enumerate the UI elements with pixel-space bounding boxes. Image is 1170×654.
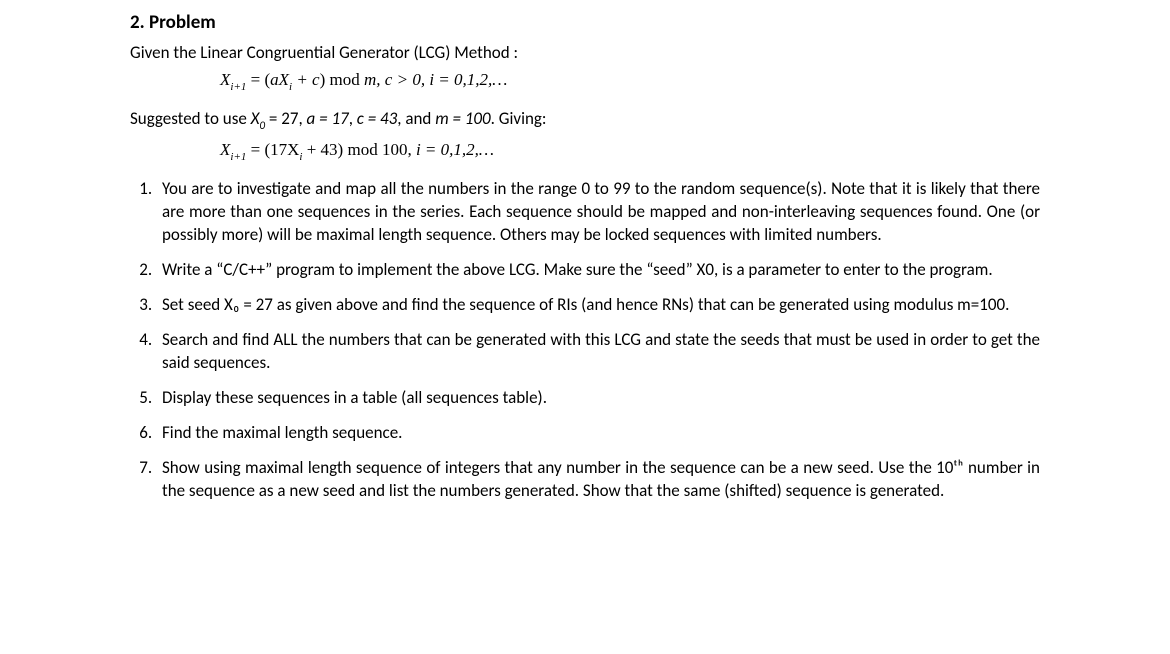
params-sep1: , <box>349 108 357 129</box>
formula-specific: Xi+1 = (17Xi + 43) mod 100, i = 0,1,2,… <box>220 139 1040 164</box>
params-suffix: . Giving: <box>491 108 547 129</box>
f2-lhs-var: X <box>220 140 230 159</box>
f1-cond: c > 0, i = 0,1,2,… <box>381 70 508 89</box>
document-page: 2. Problem Given the Linear Congruential… <box>0 0 1170 503</box>
f1-rhs-a: aX <box>270 70 289 89</box>
list-item: Find the maximal length sequence. <box>156 422 1040 445</box>
f1-lhs-var: X <box>220 70 230 89</box>
params-x0val: = 27, <box>265 108 306 129</box>
list-item: You are to investigate and map all the n… <box>156 178 1040 247</box>
params-prefix: Suggested to use <box>130 108 251 129</box>
list-item: Show using maximal length sequence of in… <box>156 457 1040 503</box>
params-a: a = 17 <box>307 108 349 129</box>
list-item: Display these sequences in a table (all … <box>156 387 1040 410</box>
list-item: Set seed X₀ = 27 as given above and find… <box>156 294 1040 317</box>
f1-rhs-a-sub: i <box>289 81 292 93</box>
f1-rhs-c: + c <box>292 70 320 89</box>
f1-eq: = ( <box>251 70 271 89</box>
f2-mod: mod <box>347 140 381 159</box>
f2-cond: i = 0,1,2,… <box>412 140 494 159</box>
question-list: You are to investigate and map all the n… <box>130 178 1040 502</box>
params-m: m = 100 <box>435 108 490 129</box>
list-item: Search and find ALL the numbers that can… <box>156 329 1040 375</box>
formula-general: Xi+1 = (aXi + c) mod m, c > 0, i = 0,1,2… <box>220 69 1040 94</box>
parameters-line: Suggested to use X0 = 27, a = 17, c = 43… <box>130 108 1040 133</box>
section-heading: 2. Problem <box>130 10 1040 36</box>
f2-lhs-sub: i+1 <box>230 151 246 163</box>
list-item: Write a “C/C++” program to implement the… <box>156 259 1040 282</box>
f1-mod: mod <box>325 70 364 89</box>
f1-lhs-sub: i+1 <box>230 81 246 93</box>
f2-mod-m: 100, <box>382 140 412 159</box>
params-c: c = 43 <box>357 108 397 129</box>
intro-text: Given the Linear Congruential Generator … <box>130 42 1040 65</box>
params-sep2: , and <box>397 108 435 129</box>
params-x0sub: 0 <box>259 119 265 132</box>
f1-mod-m: m, <box>364 70 381 89</box>
f2-rhs: = (17X <box>246 140 299 159</box>
f2-rhs-tail: + 43) <box>302 140 347 159</box>
